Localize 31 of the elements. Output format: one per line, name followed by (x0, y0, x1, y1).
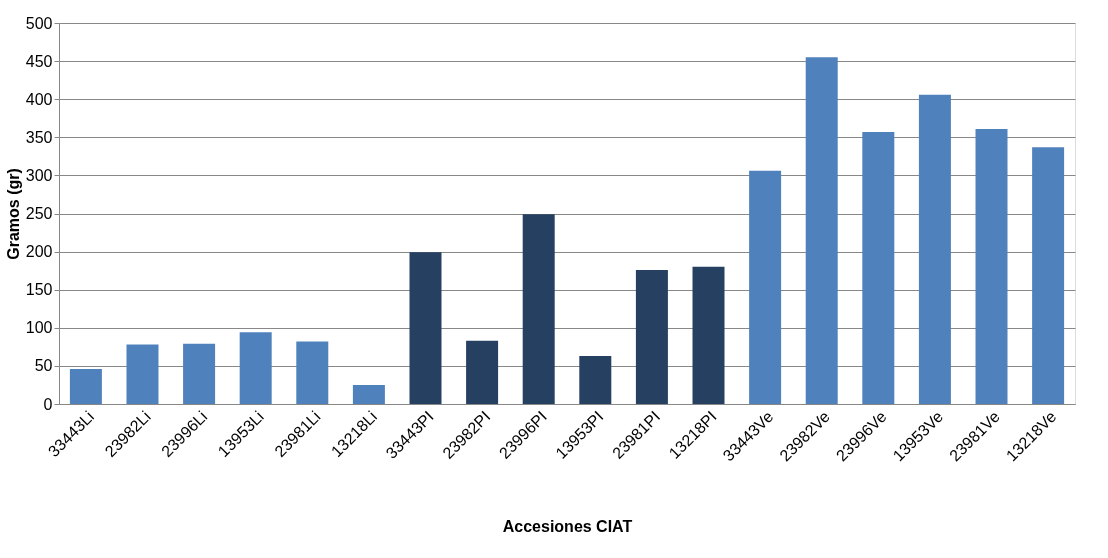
x-axis-title: Accesiones CIAT (502, 518, 633, 536)
y-tick-label: 0 (43, 395, 53, 413)
y-tick-label: 150 (25, 281, 53, 299)
bar (749, 170, 782, 404)
y-tick-label: 200 (25, 243, 53, 261)
bar (126, 344, 159, 404)
bar (635, 269, 668, 404)
y-tick-label: 250 (25, 205, 53, 222)
y-tick-label: 450 (25, 52, 53, 70)
bar (918, 94, 951, 404)
y-tick-label: 300 (25, 166, 53, 184)
y-tick-label: 50 (34, 357, 53, 375)
bar (975, 128, 1008, 404)
bar (409, 252, 442, 404)
bar (69, 368, 102, 404)
bar (239, 332, 272, 404)
y-tick-label: 350 (25, 128, 53, 146)
bar (862, 131, 895, 404)
y-tick-label: 500 (25, 14, 53, 32)
bar (296, 341, 329, 404)
bar (466, 340, 499, 404)
bar (692, 266, 725, 404)
y-tick-label: 100 (25, 319, 53, 337)
y-tick-label: 400 (25, 90, 53, 108)
bar (1032, 147, 1065, 404)
bar (805, 57, 838, 404)
y-axis-title: Gramos (gr) (4, 168, 22, 260)
bar (183, 343, 216, 404)
bar (579, 355, 612, 404)
bar (522, 214, 555, 404)
bar (352, 384, 385, 404)
